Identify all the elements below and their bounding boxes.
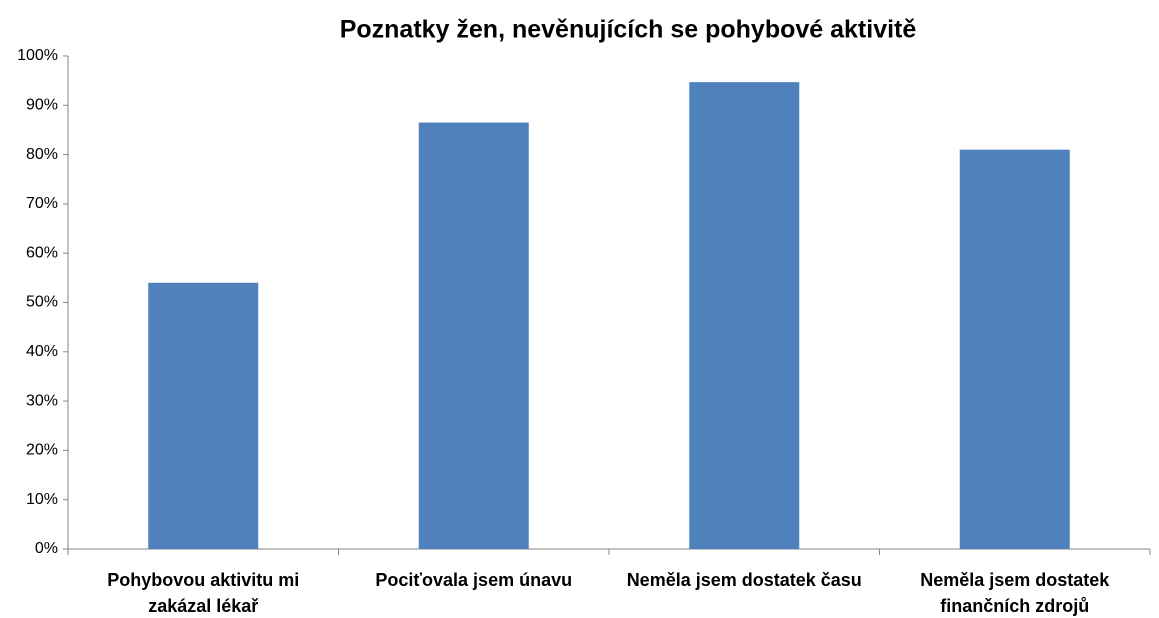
y-tick-label: 50%: [26, 294, 58, 311]
y-tick-label: 30%: [26, 392, 58, 409]
y-tick-label: 60%: [26, 244, 58, 261]
bar: [689, 82, 800, 549]
x-tick-label: Neměla jsem dostatek finančních zdrojů: [920, 570, 1110, 616]
bar: [148, 282, 259, 549]
y-tick-label: 70%: [26, 195, 58, 212]
y-tick-label: 80%: [26, 146, 58, 163]
y-tick-label: 100%: [17, 47, 58, 64]
y-tick-label: 90%: [26, 97, 58, 114]
x-tick-label: Neměla jsem dostatek času: [626, 570, 862, 590]
y-tick-label: 10%: [26, 491, 58, 508]
chart-title: Poznatky žen, nevěnujících se pohybové a…: [340, 16, 917, 44]
y-tick-label: 40%: [26, 343, 58, 360]
x-tick-label: Pociťovala jsem únavu: [375, 570, 573, 590]
bar: [418, 122, 529, 550]
y-tick-label: 20%: [26, 442, 58, 459]
bar: [959, 149, 1070, 550]
y-tick-label: 0%: [35, 540, 58, 557]
x-tick-label: Pohybovou aktivitu mi zakázal lékař: [107, 570, 300, 616]
